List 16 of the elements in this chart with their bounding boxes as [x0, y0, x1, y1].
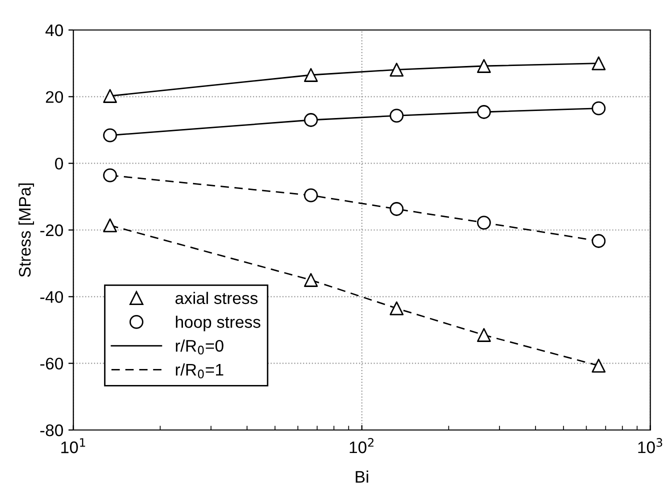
x-tick-label: 10$^{3}$: [638, 438, 662, 454]
legend-label: axial stress: [175, 292, 258, 304]
y-tick-label: -20: [40, 224, 63, 236]
y-axis-title: Stress [MPa]: [18, 183, 34, 277]
y-tick-label: -60: [40, 358, 63, 370]
legend-label: r/R$_{0}$=0: [176, 340, 224, 354]
y-tick-label: -80: [40, 424, 63, 436]
y-tick-label: 40: [45, 24, 63, 36]
x-axis-title: Bi: [356, 470, 368, 483]
y-tick-label: 20: [46, 91, 63, 103]
x-tick-label: 10$^{1}$: [61, 438, 86, 454]
y-tick-label: -40: [40, 291, 63, 303]
y-tick-label: 0: [55, 158, 63, 170]
legend-label: hoop stress: [176, 316, 260, 332]
x-tick-label: 10$^{2}$: [350, 438, 374, 454]
legend-label: r/R$_{0}$=1: [176, 363, 224, 378]
